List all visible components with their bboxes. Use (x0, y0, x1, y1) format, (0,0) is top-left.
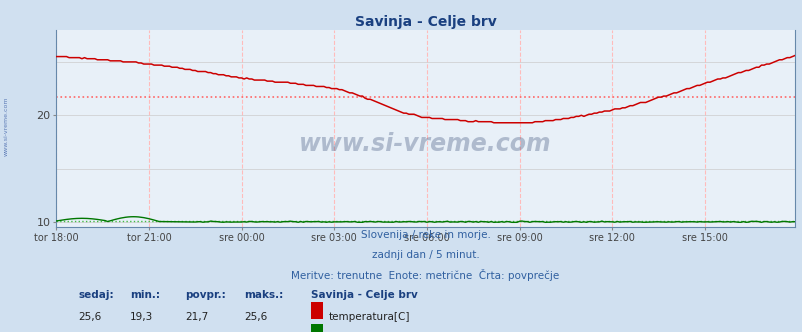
Text: maks.:: maks.: (245, 290, 283, 300)
Bar (310, 302, 322, 318)
Text: 25,6: 25,6 (245, 312, 268, 322)
Bar (310, 324, 322, 332)
Text: 25,6: 25,6 (79, 312, 102, 322)
Text: Slovenija / reke in morje.: Slovenija / reke in morje. (360, 230, 490, 240)
Text: zadnji dan / 5 minut.: zadnji dan / 5 minut. (371, 250, 479, 260)
Title: Savinja - Celje brv: Savinja - Celje brv (354, 15, 496, 29)
Text: www.si-vreme.com: www.si-vreme.com (299, 132, 551, 156)
Text: www.si-vreme.com: www.si-vreme.com (4, 96, 9, 156)
Text: 21,7: 21,7 (185, 312, 209, 322)
Text: povpr.:: povpr.: (185, 290, 226, 300)
Text: Meritve: trenutne  Enote: metrične  Črta: povprečje: Meritve: trenutne Enote: metrične Črta: … (291, 269, 559, 281)
Text: Savinja - Celje brv: Savinja - Celje brv (310, 290, 417, 300)
Text: temperatura[C]: temperatura[C] (328, 312, 410, 322)
Text: sedaj:: sedaj: (79, 290, 114, 300)
Text: min.:: min.: (130, 290, 160, 300)
Text: 19,3: 19,3 (130, 312, 153, 322)
